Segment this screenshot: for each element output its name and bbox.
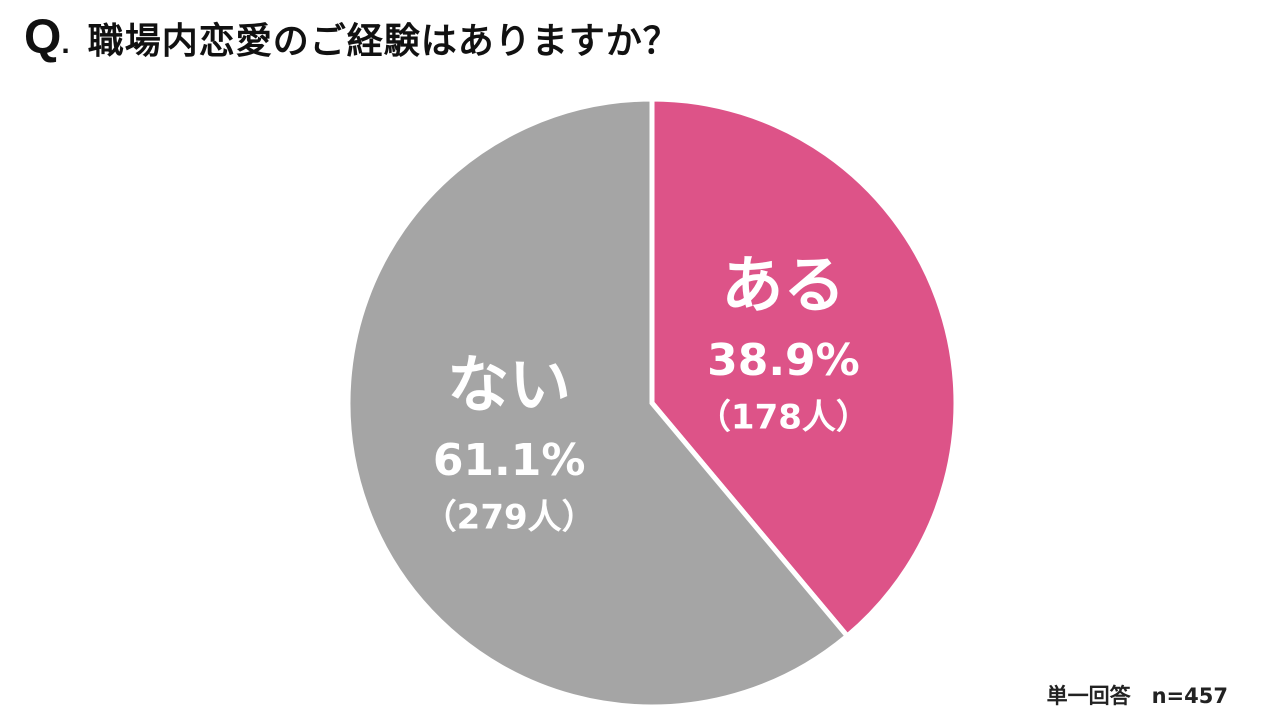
chart-title: Q . 職場内恋愛のご経験はありますか？ (24, 12, 680, 64)
question-dot: . (61, 27, 70, 60)
footnote: 単一回答 n=457 (1046, 684, 1228, 708)
slice-percent-0: 38.9% (707, 335, 860, 386)
slice-label-0: ある (721, 248, 845, 321)
question-text: 職場内恋愛のご経験はありますか？ (87, 21, 680, 62)
pie-slice-1 (345, 96, 851, 710)
pie-slice-0 (649, 96, 959, 640)
slice-percent-1: 61.1% (433, 435, 586, 486)
question-prefix: Q (24, 11, 62, 64)
slice-label-1: ない (447, 348, 571, 421)
slice-count-1: （279人） (423, 497, 596, 537)
slice-count-0: （178人） (697, 398, 870, 438)
